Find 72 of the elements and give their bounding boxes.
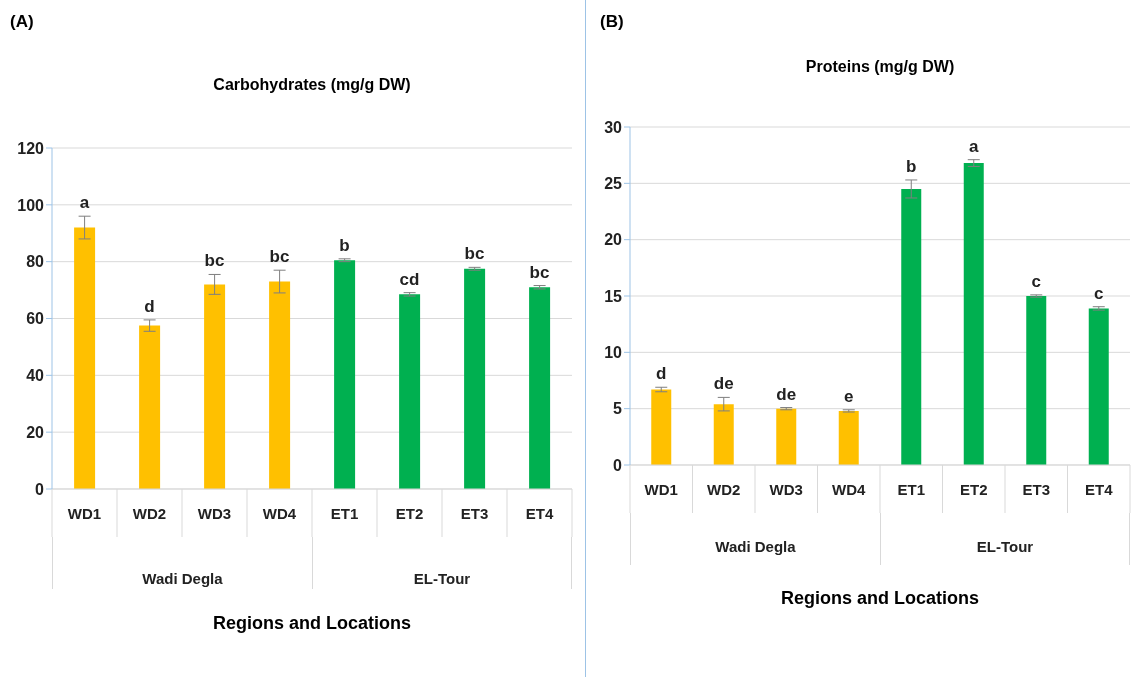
- bar: [204, 284, 226, 489]
- x-tick-label: WD1: [67, 505, 102, 522]
- bar: [269, 281, 291, 489]
- annotation: bc: [204, 251, 225, 271]
- y-tick-label: 5: [613, 400, 623, 418]
- y-tick-label: 25: [604, 175, 623, 193]
- x-tick-label: WD2: [132, 505, 167, 522]
- y-tick-label: 120: [17, 139, 45, 157]
- bar: [399, 294, 421, 489]
- annotation: c: [1031, 271, 1041, 291]
- bar: [334, 260, 356, 489]
- x-tick-label: WD4: [262, 505, 297, 522]
- y-tick-label: 40: [26, 367, 45, 385]
- text: EL-Tour: [975, 538, 1035, 555]
- annotation: bc: [464, 244, 485, 264]
- text: (A): [10, 12, 34, 32]
- text: Wadi Degla: [141, 570, 224, 587]
- x-tick-label: WD3: [197, 505, 232, 522]
- y-tick-label: 30: [604, 118, 623, 136]
- annotation: cd: [399, 269, 420, 289]
- y-tick-label: 20: [26, 423, 45, 441]
- x-tick-label: ET3: [460, 505, 489, 522]
- bar: [838, 410, 859, 465]
- bar: [529, 287, 551, 489]
- y-tick-label: 60: [26, 310, 45, 328]
- y-tick-label: 0: [613, 456, 623, 474]
- x-tick-label: ET3: [1022, 481, 1051, 498]
- y-tick-label: 0: [35, 480, 45, 498]
- x-tick-label: WD4: [832, 481, 867, 498]
- annotation: a: [79, 193, 90, 213]
- x-tick-label: WD1: [644, 481, 678, 498]
- x-tick-label: ET1: [897, 481, 926, 498]
- x-tick-label: WD2: [707, 481, 741, 498]
- x-tick-label: ET2: [959, 481, 988, 498]
- annotation: a: [969, 136, 980, 156]
- x-tick-label: ET2: [395, 505, 424, 522]
- x-axis-title: Regions and Locations: [780, 588, 980, 609]
- bar: [464, 268, 486, 489]
- y-tick-label: 10: [604, 344, 623, 362]
- annotation: d: [144, 296, 155, 316]
- x-tick-label: ET4: [525, 505, 554, 522]
- bar: [1026, 296, 1047, 465]
- bar: [901, 188, 922, 465]
- text: EL-Tour: [412, 570, 472, 587]
- y-tick-label: 80: [26, 253, 45, 271]
- x-tick-label: ET1: [330, 505, 359, 522]
- bar: [713, 404, 734, 465]
- chart-title: Proteins (mg/g DW): [804, 58, 956, 76]
- annotation: b: [906, 156, 917, 176]
- bar: [651, 389, 672, 465]
- bar: [776, 408, 797, 465]
- x-tick-label: WD3: [769, 481, 803, 498]
- bar: [963, 163, 984, 465]
- bar: [139, 325, 161, 489]
- annotation: e: [844, 386, 854, 406]
- annotation: bc: [529, 262, 550, 282]
- y-tick-label: 20: [604, 231, 623, 249]
- x-axis-title: Regions and Locations: [212, 613, 412, 634]
- bar: [1088, 308, 1109, 465]
- x-tick-label: ET4: [1084, 481, 1114, 498]
- y-tick-label: 100: [17, 196, 45, 214]
- annotation: de: [713, 374, 734, 394]
- annotation: d: [656, 364, 667, 384]
- annotation: b: [339, 235, 350, 255]
- text: (B): [600, 12, 624, 32]
- chart-title: Carbohydrates (mg/g DW): [212, 76, 412, 94]
- bar: [74, 227, 96, 489]
- text: Wadi Degla: [714, 538, 797, 555]
- annotation: c: [1094, 283, 1104, 303]
- annotation: bc: [269, 247, 290, 267]
- y-tick-label: 15: [604, 287, 623, 305]
- annotation: de: [776, 384, 797, 404]
